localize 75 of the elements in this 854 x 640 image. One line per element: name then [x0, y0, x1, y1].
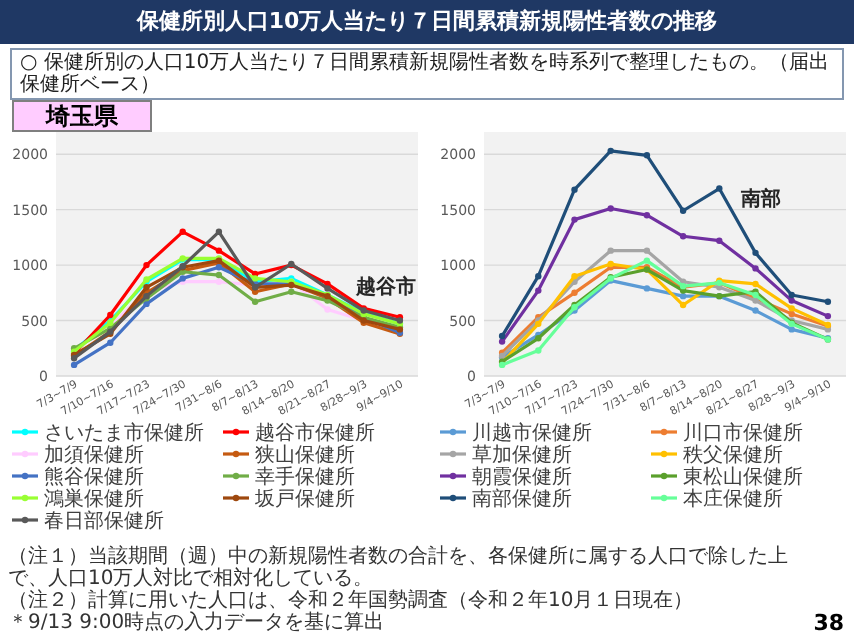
point — [643, 247, 651, 254]
point — [643, 152, 651, 159]
point — [143, 300, 150, 308]
text: （注２）計算に用いた人口は、令和２年国勢調査（令和２年10月１日現在） — [8, 590, 696, 612]
point — [535, 272, 542, 280]
point — [643, 211, 651, 219]
legend-label: 坂戸保健所 — [253, 487, 355, 511]
point — [679, 301, 687, 309]
point — [788, 297, 795, 304]
point — [788, 291, 795, 299]
legend-label: 越谷市保健所 — [255, 421, 375, 445]
point — [607, 205, 614, 212]
legend-label: 川越市保健所 — [472, 421, 592, 445]
legend-label: 川口市保健所 — [683, 421, 803, 445]
point — [143, 261, 150, 269]
point — [498, 338, 506, 345]
point — [498, 332, 506, 340]
legend-label: 南部保健所 — [472, 487, 572, 511]
point — [324, 285, 331, 292]
point — [215, 271, 223, 279]
point — [571, 216, 578, 223]
point — [571, 289, 578, 297]
point — [107, 311, 114, 319]
point — [824, 298, 832, 305]
point — [643, 257, 651, 264]
text: 38 — [813, 610, 844, 636]
legend-label: さいたま市保健所 — [44, 421, 204, 445]
point — [679, 207, 687, 214]
point — [288, 288, 295, 295]
legend-label: 幸手保健所 — [255, 465, 355, 489]
point — [571, 186, 578, 193]
point — [535, 347, 542, 354]
point — [716, 237, 723, 244]
point — [251, 298, 259, 305]
legend-label: 春日部保健所 — [44, 509, 164, 533]
point — [752, 307, 759, 314]
annotation: 南部 — [738, 187, 781, 212]
legend-label: 秩父保健所 — [683, 443, 783, 467]
point — [643, 285, 651, 292]
chart-subtitle: ○ 保健所別の人口10万人当たり７日間累積新規陽性者数を時系列で整理したもの。（届出保健所ベース） — [10, 48, 844, 100]
point — [788, 305, 795, 312]
point — [179, 228, 186, 236]
point — [607, 247, 614, 254]
point — [679, 233, 687, 240]
legend-label: 朝霞保健所 — [472, 465, 572, 489]
line-series — [498, 205, 832, 345]
text: ＊9/13 9:00時点の入力データを基に算出 — [8, 612, 387, 634]
legend-label: 加須保健所 — [44, 443, 144, 467]
point — [752, 265, 759, 272]
point — [752, 280, 759, 288]
point — [215, 247, 223, 254]
point — [215, 278, 223, 285]
legend-label: 鴻巣保健所 — [44, 487, 144, 511]
legend-label: 東松山保健所 — [683, 465, 803, 489]
legend-label: 本庄保健所 — [683, 487, 783, 511]
point — [215, 264, 223, 271]
chart-title: 保健所別人口10万人当たり７日間累積新規陽性者数の推移 — [0, 0, 854, 44]
text: 埼玉県 — [12, 100, 152, 132]
legend-label: 草加保健所 — [472, 443, 572, 467]
point — [752, 249, 759, 257]
legend-label: 熊谷保健所 — [44, 465, 144, 489]
point — [607, 147, 614, 155]
point — [324, 306, 331, 313]
point — [788, 326, 795, 333]
legend-label: 狭山保健所 — [255, 443, 355, 467]
point — [571, 272, 578, 280]
annotation: 越谷市 — [354, 275, 416, 300]
point — [788, 310, 795, 318]
text: （注１）当該期間（週）中の新規陽性者数の合計を、各保健所に属する人口で除した上で、人口10万人対比で相対化している。 — [8, 546, 790, 590]
point — [535, 287, 542, 294]
point — [107, 339, 114, 346]
point — [824, 312, 832, 320]
point — [679, 292, 687, 300]
point — [70, 361, 78, 369]
point — [716, 185, 723, 192]
